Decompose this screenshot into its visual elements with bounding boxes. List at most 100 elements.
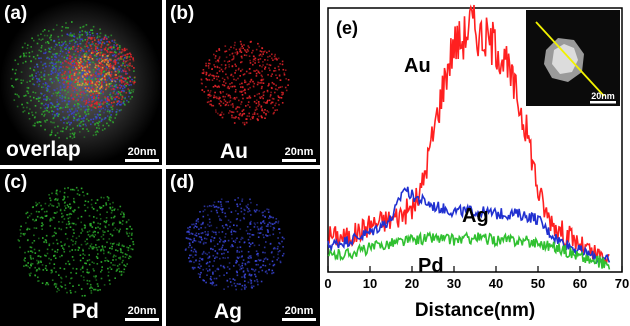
map-pixel: [233, 265, 235, 267]
map-pixel: [70, 73, 72, 76]
map-pixel: [79, 42, 81, 45]
map-pixel: [90, 52, 93, 54]
map-pixel: [46, 252, 49, 255]
map-pixel: [49, 134, 52, 137]
map-pixel: [277, 65, 280, 68]
map-pixel: [120, 86, 123, 88]
map-pixel: [259, 82, 262, 84]
map-pixel: [66, 137, 68, 140]
map-pixel: [281, 102, 284, 104]
map-pixel: [192, 256, 194, 258]
map-pixel: [72, 235, 74, 238]
map-pixel: [119, 80, 122, 82]
map-pixel: [20, 232, 22, 235]
map-pixel: [68, 42, 71, 45]
map-pixel: [43, 34, 46, 37]
map-pixel: [213, 96, 215, 99]
map-pixel: [115, 70, 118, 73]
map-pixel: [117, 57, 120, 60]
map-pixel: [30, 262, 32, 265]
map-pixel: [195, 222, 197, 225]
map-pixel: [120, 213, 122, 215]
map-pixel: [202, 268, 204, 271]
map-pixel: [240, 61, 242, 64]
map-pixel: [41, 282, 44, 284]
map-pixel: [214, 91, 216, 94]
map-pixel: [263, 258, 266, 260]
map-pixel: [96, 82, 99, 85]
map-pixel: [255, 48, 258, 51]
map-pixel: [73, 33, 75, 35]
map-pixel: [27, 102, 29, 104]
map-pixel: [120, 64, 122, 67]
map-pixel: [270, 222, 272, 225]
map-pixel: [92, 89, 95, 91]
map-pixel: [251, 285, 253, 287]
map-pixel: [238, 118, 241, 120]
map-pixel: [248, 95, 251, 98]
map-pixel: [113, 242, 115, 245]
map-pixel: [241, 237, 244, 240]
map-pixel: [83, 136, 86, 138]
map-pixel: [240, 250, 243, 253]
map-pixel: [208, 205, 211, 207]
map-pixel: [51, 58, 54, 61]
map-pixel: [72, 85, 74, 88]
map-pixel: [243, 73, 246, 75]
map-pixel: [62, 82, 65, 84]
map-pixel: [80, 38, 82, 40]
map-pixel: [65, 128, 67, 130]
map-pixel: [74, 58, 77, 60]
map-pixel: [46, 107, 48, 109]
map-pixel: [265, 270, 268, 272]
map-pixel: [266, 102, 268, 104]
map-pixel: [246, 97, 248, 99]
map-pixel: [87, 101, 90, 104]
map-pixel: [58, 289, 60, 291]
map-pixel: [127, 77, 129, 79]
map-pixel: [243, 44, 245, 46]
map-pixel: [100, 120, 103, 122]
map-pixel: [120, 251, 122, 253]
map-pixel: [239, 75, 241, 77]
map-pixel: [262, 94, 265, 97]
map-pixel: [215, 60, 217, 63]
map-pixel: [90, 243, 93, 245]
map-pixel: [77, 64, 80, 66]
map-pixel: [252, 63, 254, 66]
map-pixel: [74, 87, 77, 89]
map-pixel: [65, 66, 68, 68]
map-pixel: [67, 187, 69, 189]
map-pixel: [246, 269, 249, 272]
map-pixel: [99, 54, 101, 56]
map-pixel: [267, 56, 269, 58]
map-pixel: [55, 271, 57, 273]
map-pixel: [252, 85, 255, 87]
map-pixel: [86, 33, 89, 35]
map-pixel: [80, 288, 83, 290]
map-pixel: [281, 94, 283, 96]
map-pixel: [282, 252, 285, 255]
map-pixel: [64, 106, 67, 108]
map-pixel: [118, 270, 121, 273]
map-pixel: [238, 113, 241, 116]
map-pixel: [58, 67, 61, 70]
map-pixel: [253, 244, 256, 247]
map-pixel: [201, 259, 204, 261]
map-pixel: [62, 111, 64, 113]
map-pixel: [44, 121, 47, 123]
map-pixel: [69, 129, 72, 131]
map-pixel: [263, 236, 265, 239]
map-pixel: [56, 105, 59, 108]
map-pixel: [221, 77, 224, 80]
map-pixel: [244, 89, 246, 92]
map-pixel: [59, 86, 62, 89]
map-pixel: [99, 35, 101, 38]
map-pixel: [266, 235, 269, 237]
map-pixel: [58, 103, 61, 105]
map-pixel: [84, 39, 87, 41]
map-pixel: [242, 270, 245, 273]
map-pixel: [112, 88, 115, 90]
map-pixel: [78, 56, 80, 59]
map-pixel: [233, 57, 235, 59]
